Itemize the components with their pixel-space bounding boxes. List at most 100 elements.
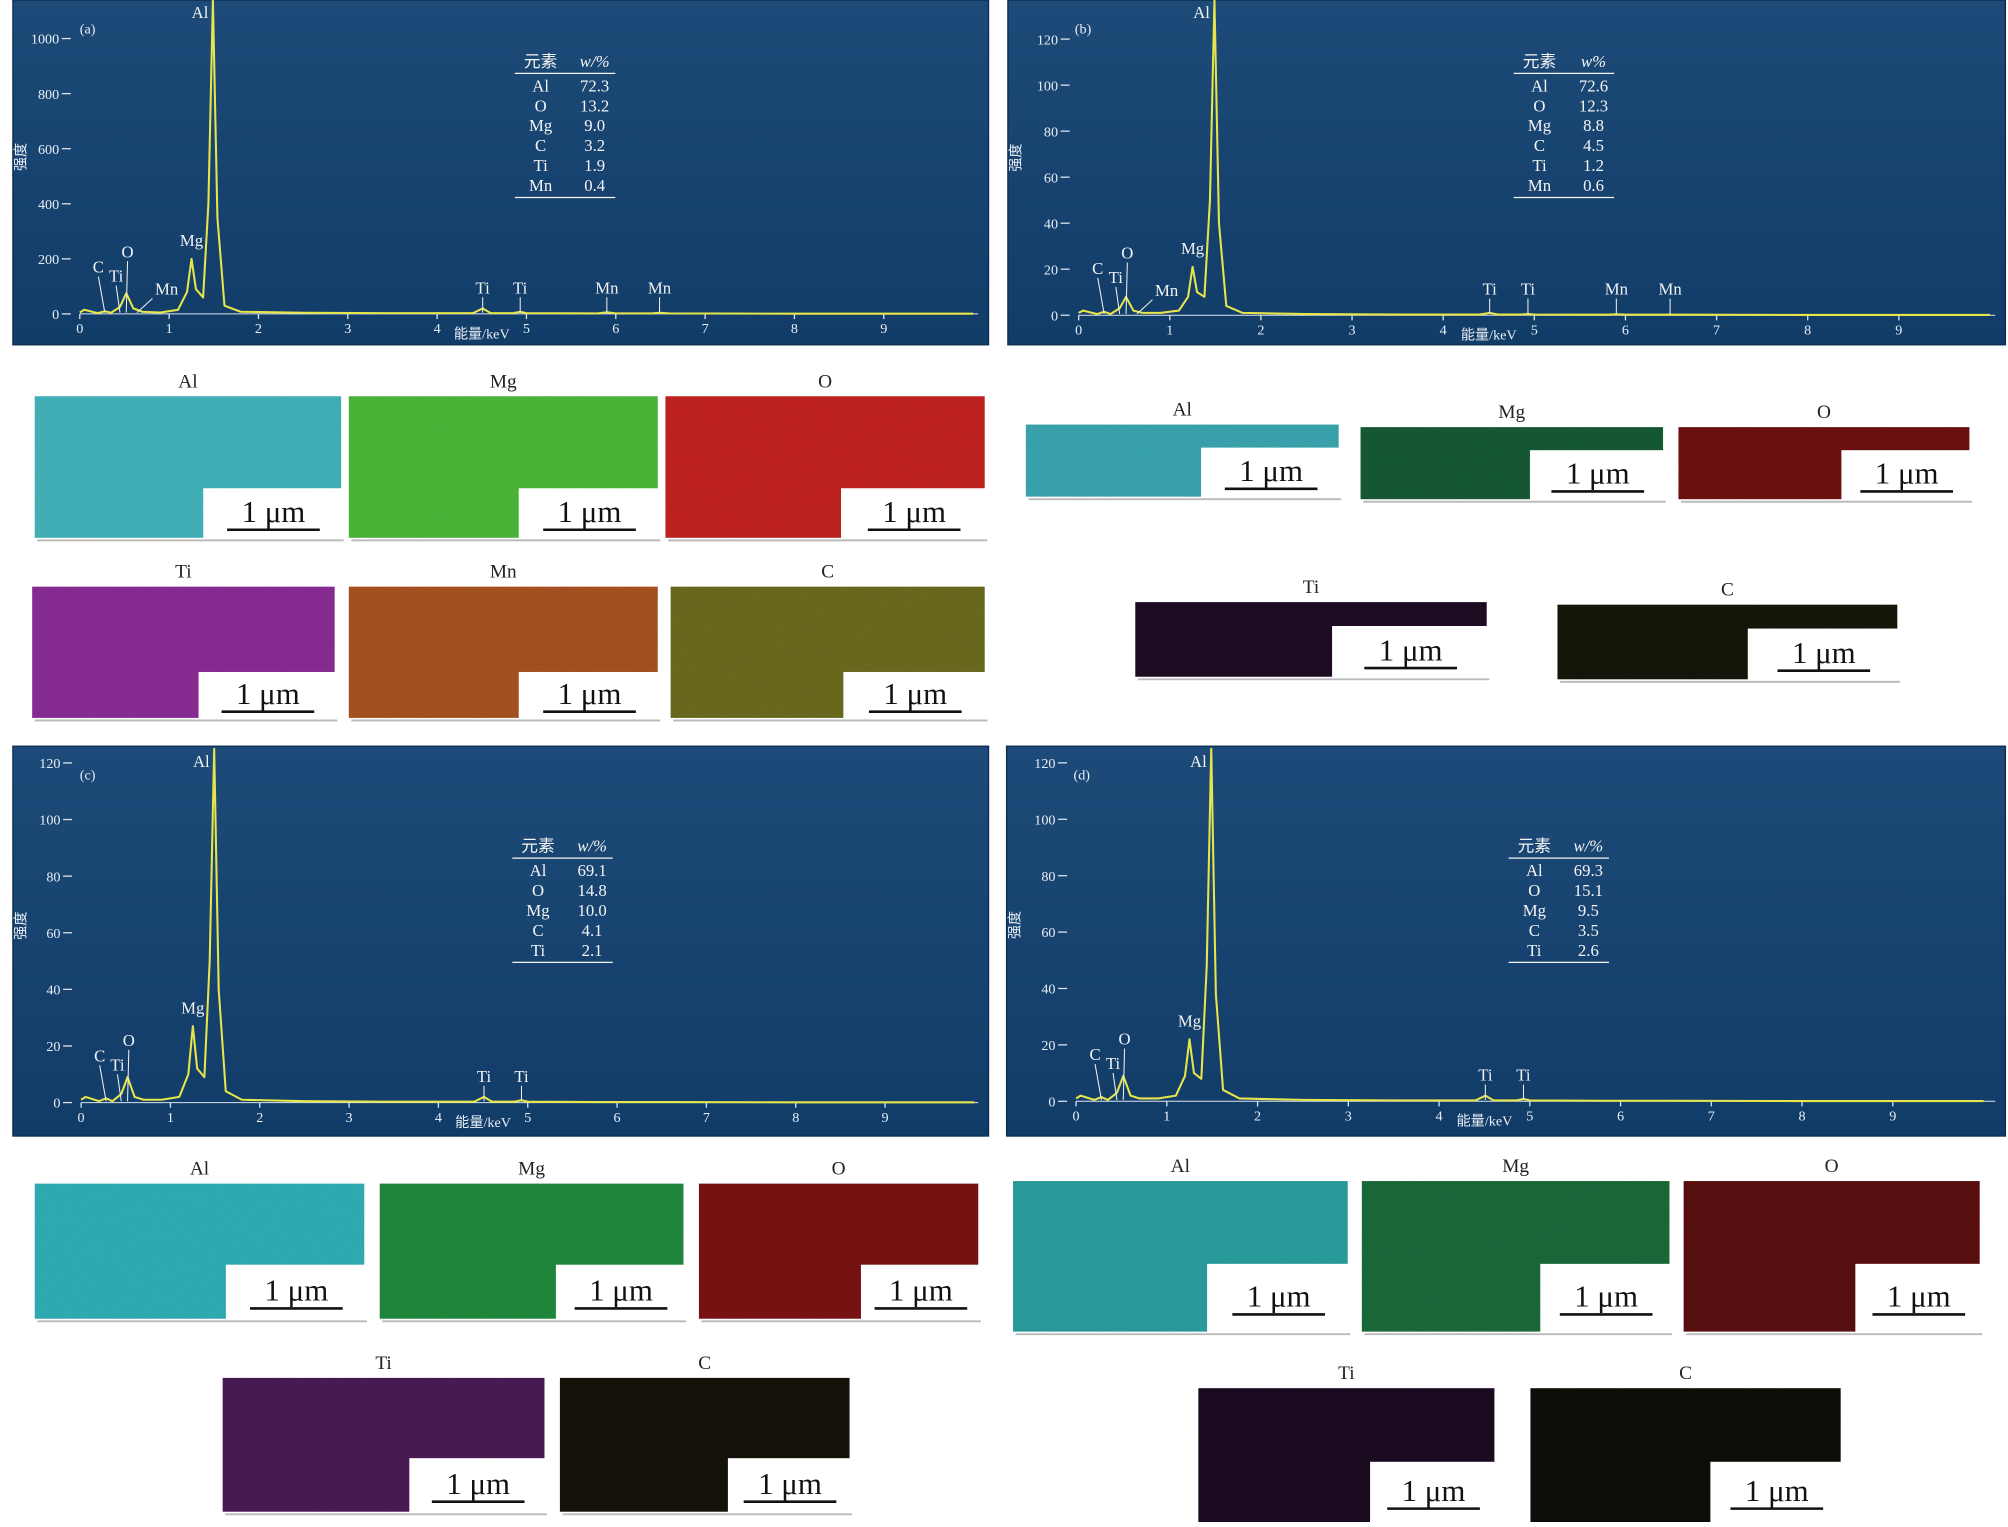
peak-label: Ti — [1516, 1066, 1531, 1085]
x-tick-label: 7 — [703, 1110, 710, 1126]
x-tick-label: 2 — [1257, 323, 1264, 339]
table-cell: Al — [532, 76, 549, 95]
y-tick-label: 1000 — [31, 32, 59, 48]
peak-label: Mg — [1178, 1011, 1202, 1030]
peak-label: Mn — [1605, 280, 1629, 299]
scale-bar-label: 1 μm — [236, 676, 300, 711]
y-tick-label: 120 — [39, 756, 60, 772]
peak-label: O — [1121, 244, 1133, 263]
plot-background — [12, 0, 990, 346]
y-tick-label: 200 — [38, 252, 59, 268]
map-label: Mn — [490, 562, 517, 583]
y-tick-label: 60 — [1044, 170, 1058, 186]
map-label: Mg — [518, 1159, 545, 1180]
x-tick-label: 5 — [1526, 1109, 1533, 1125]
x-tick-label: 1 — [167, 1110, 174, 1126]
map-label: Al — [1173, 400, 1192, 421]
peak-leader — [1094, 1063, 1102, 1101]
y-tick-label: 60 — [1041, 925, 1055, 941]
y-tick-label: 80 — [1044, 124, 1058, 140]
peak-label: O — [123, 1031, 135, 1050]
x-tick-label: 6 — [614, 1110, 621, 1126]
x-tick-label: 3 — [344, 321, 351, 337]
scale-bar-label: 1 μm — [1379, 632, 1443, 667]
map-label: O — [832, 1159, 846, 1180]
y-tick-label: 0 — [1051, 308, 1058, 324]
table-cell: Mn — [529, 176, 553, 195]
x-tick-label: 9 — [1889, 1109, 1896, 1125]
table-cell: 69.1 — [577, 861, 606, 880]
scale-bar-box — [1710, 1461, 1844, 1525]
table-cell: 15.1 — [1574, 881, 1603, 900]
scale-bar-label: 1 μm — [758, 1466, 822, 1501]
y-tick-label: 60 — [46, 926, 60, 942]
peak-leader — [1122, 1048, 1126, 1101]
map-label: Ti — [1303, 577, 1319, 598]
table-header: 元素 — [1523, 52, 1556, 71]
x-tick-label: 8 — [1804, 323, 1811, 339]
scale-bar-label: 1 μm — [882, 494, 946, 529]
map-label: Mg — [490, 371, 517, 392]
y-tick-label: 0 — [53, 1096, 60, 1112]
scale-bar-box — [841, 488, 988, 541]
peak-leader — [1115, 286, 1121, 314]
x-tick-label: 0 — [78, 1110, 85, 1126]
scale-bar-box — [225, 1264, 367, 1322]
table-cell: Ti — [533, 156, 548, 175]
table-cell: O — [1533, 96, 1545, 115]
peak-leader — [1136, 299, 1153, 315]
spectrum-line — [80, 747, 975, 1104]
x-tick-label: 9 — [882, 1110, 889, 1126]
table-cell: Al — [530, 861, 547, 880]
peak-label: Ti — [477, 1067, 492, 1086]
scale-bar-box — [1332, 625, 1490, 680]
peak-label: O — [122, 242, 134, 261]
peak-label: Al — [193, 752, 210, 771]
x-tick-label: 7 — [1708, 1109, 1715, 1125]
x-tick-label: 1 — [1163, 1109, 1170, 1125]
x-tick-label: 1 — [166, 321, 173, 337]
peak-label: O — [1119, 1030, 1131, 1049]
peak-leader — [97, 276, 106, 313]
scale-bar-label: 1 μm — [1745, 1473, 1809, 1508]
plot-background — [1007, 0, 2007, 346]
x-tick-label: 2 — [1254, 1109, 1261, 1125]
peak-label: Mg — [180, 231, 204, 250]
peak-label: Mn — [1155, 281, 1179, 300]
scale-bar-box — [860, 1264, 981, 1322]
peak-leader — [115, 285, 121, 313]
table-header: w% — [1581, 52, 1606, 71]
table-header: w/% — [577, 837, 607, 856]
scale-bar-box — [1207, 1263, 1351, 1335]
table-header: 元素 — [1518, 837, 1551, 856]
scale-bar-label: 1 μm — [883, 676, 947, 711]
scale-bar-label: 1 μm — [1574, 1279, 1638, 1314]
x-axis-label: 能量/keV — [455, 1115, 512, 1131]
peak-label: Mn — [648, 278, 672, 297]
x-axis-label: 能量/keV — [454, 326, 511, 342]
scale-bar-box — [518, 488, 661, 541]
y-tick-label: 20 — [1041, 1038, 1055, 1054]
spectrum-line — [79, 0, 974, 315]
table-cell: Ti — [531, 941, 546, 960]
table-cell: 72.3 — [580, 76, 609, 95]
peak-label: C — [94, 1046, 105, 1065]
peak-label: Ti — [1478, 1066, 1493, 1085]
y-tick-label: 20 — [46, 1039, 60, 1055]
peak-label: Ti — [514, 1067, 529, 1086]
map-label: Al — [190, 1159, 209, 1180]
scale-bar-label: 1 μm — [558, 676, 622, 711]
element-map-group: Al 1 μm Mg 1 μm O 1 μm Ti 1 μm C 1 μm — [1013, 1156, 1983, 1526]
peak-label: Al — [192, 3, 209, 22]
table-cell: 4.1 — [582, 921, 603, 940]
y-tick-label: 600 — [38, 142, 59, 158]
panel-label: (c) — [80, 768, 96, 784]
spectrum-line — [1075, 747, 1984, 1103]
peak-leader — [127, 1049, 130, 1102]
scale-bar-label: 1 μm — [589, 1273, 653, 1308]
y-tick-label: 0 — [1048, 1094, 1055, 1110]
peak-label: Ti — [109, 267, 124, 286]
table-cell: 8.8 — [1583, 116, 1604, 135]
scale-bar-box — [1855, 1263, 1983, 1335]
table-cell: 1.9 — [584, 156, 605, 175]
